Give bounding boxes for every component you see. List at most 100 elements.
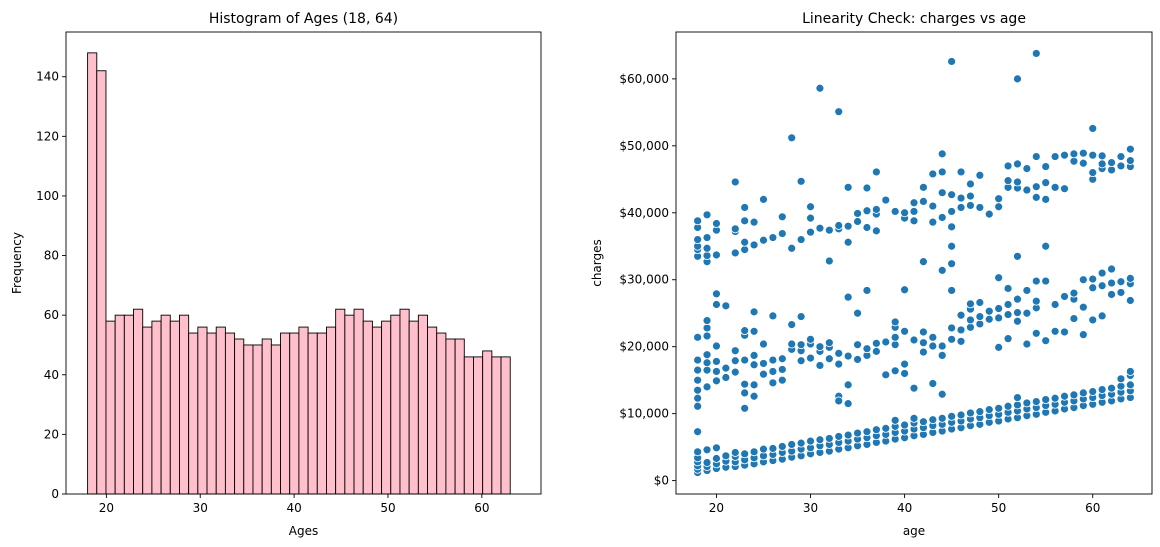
scatter-point: [1078, 388, 1088, 398]
scatter-point: [1003, 284, 1013, 293]
scatter-point: [1078, 302, 1088, 312]
scatter-point: [928, 379, 938, 388]
scatter-point: [702, 210, 712, 220]
scatter-point: [749, 240, 759, 250]
scatter-point: [712, 341, 721, 351]
scatter-point: [956, 325, 966, 335]
scatter-point: [749, 391, 759, 401]
scatter-point: [1069, 149, 1079, 159]
scatter-point: [730, 367, 740, 377]
scatter-point: [740, 326, 750, 336]
scatter-point: [1031, 152, 1041, 161]
scatter-point: [1031, 296, 1041, 306]
histogram-bar: [179, 314, 190, 495]
scatter-point: [909, 207, 919, 216]
scatter-point: [740, 216, 750, 226]
scatter-point: [853, 308, 862, 318]
scatter-point: [975, 298, 985, 307]
scatter-point: [881, 423, 891, 433]
scatter-point: [1097, 151, 1107, 161]
scatter-point: [740, 355, 750, 365]
scatter-point: [1050, 182, 1060, 192]
scatter-point: [702, 358, 712, 368]
scatter-point: [975, 203, 985, 212]
histogram-bar: [500, 356, 511, 495]
scatter-point: [768, 444, 778, 453]
scatter-point: [975, 312, 985, 321]
histogram-bar: [298, 326, 309, 495]
scatter-point: [928, 415, 938, 425]
scatter-point: [702, 316, 712, 325]
scatter-point: [721, 451, 731, 461]
scatter-x-label: age: [903, 524, 925, 538]
scatter-point: [984, 314, 994, 324]
scatter-point: [759, 235, 768, 245]
scatter-x-tick-label: 20: [709, 501, 724, 515]
scatter-point: [1013, 400, 1022, 410]
histogram-bar: [417, 314, 428, 495]
scatter-point: [975, 407, 985, 417]
scatter-point: [1050, 393, 1060, 403]
scatter-point: [759, 194, 768, 204]
scatter-point: [777, 354, 787, 364]
scatter-point: [909, 383, 919, 393]
scatter-point: [843, 221, 853, 231]
scatter-point: [1078, 330, 1088, 340]
scatter-point: [1060, 150, 1069, 160]
scatter-point: [937, 213, 947, 222]
histogram-y-label: Frequency: [10, 232, 24, 294]
scatter-point: [702, 350, 712, 360]
histogram-y-tick-label: 60: [44, 308, 59, 322]
scatter-title: Linearity Check: charges vs age: [802, 11, 1026, 27]
scatter-point: [815, 361, 825, 370]
scatter-point: [1022, 339, 1032, 349]
scatter-point: [862, 183, 872, 193]
scatter-point: [712, 357, 721, 366]
scatter-point: [1125, 380, 1135, 390]
scatter-point: [702, 331, 712, 341]
scatter-point: [1069, 390, 1079, 400]
scatter-point: [740, 388, 750, 398]
histogram-bar: [427, 326, 438, 495]
scatter-point: [702, 233, 712, 242]
scatter-point: [966, 299, 975, 309]
scatter-point: [994, 304, 1004, 313]
scatter-point: [909, 216, 919, 226]
scatter-point: [1097, 268, 1107, 278]
histogram-bar: [353, 308, 364, 495]
scatter-point: [1041, 241, 1051, 251]
scatter-point: [853, 355, 862, 364]
scatter-point: [815, 435, 825, 445]
scatter-point: [1050, 300, 1060, 309]
histogram-bar: [445, 338, 456, 495]
scatter-y-ticks: $0 $10,000 $20,000 $30,000 $40,000 $50,000 $60…: [619, 72, 676, 488]
scatter-x-tick-label: 30: [803, 501, 818, 515]
scatter-point: [919, 196, 928, 206]
scatter-point: [834, 107, 844, 117]
scatter-point: [702, 365, 712, 375]
scatter-point: [759, 369, 768, 379]
histogram-bar: [160, 314, 171, 495]
scatter-point: [843, 292, 853, 302]
scatter-point: [928, 169, 938, 179]
scatter-point: [834, 348, 844, 358]
scatter-point: [975, 170, 985, 180]
scatter-point: [824, 338, 834, 348]
scatter-point: [702, 243, 712, 253]
scatter-point: [919, 182, 928, 192]
scatter-point: [1031, 192, 1041, 202]
scatter-x-tick-label: 50: [991, 501, 1006, 515]
scatter-point: [937, 265, 947, 275]
scatter-point: [1107, 383, 1116, 393]
scatter-point: [890, 340, 900, 350]
scatter-point: [834, 432, 844, 441]
scatter-point: [909, 335, 919, 345]
scatter-point: [1031, 328, 1041, 338]
scatter-point: [730, 448, 740, 457]
scatter-point: [937, 167, 947, 177]
scatter-point: [994, 194, 1004, 204]
scatter-point: [947, 411, 957, 421]
scatter-point: [994, 313, 1004, 323]
scatter-point: [721, 363, 731, 373]
histogram-bar: [454, 338, 465, 495]
